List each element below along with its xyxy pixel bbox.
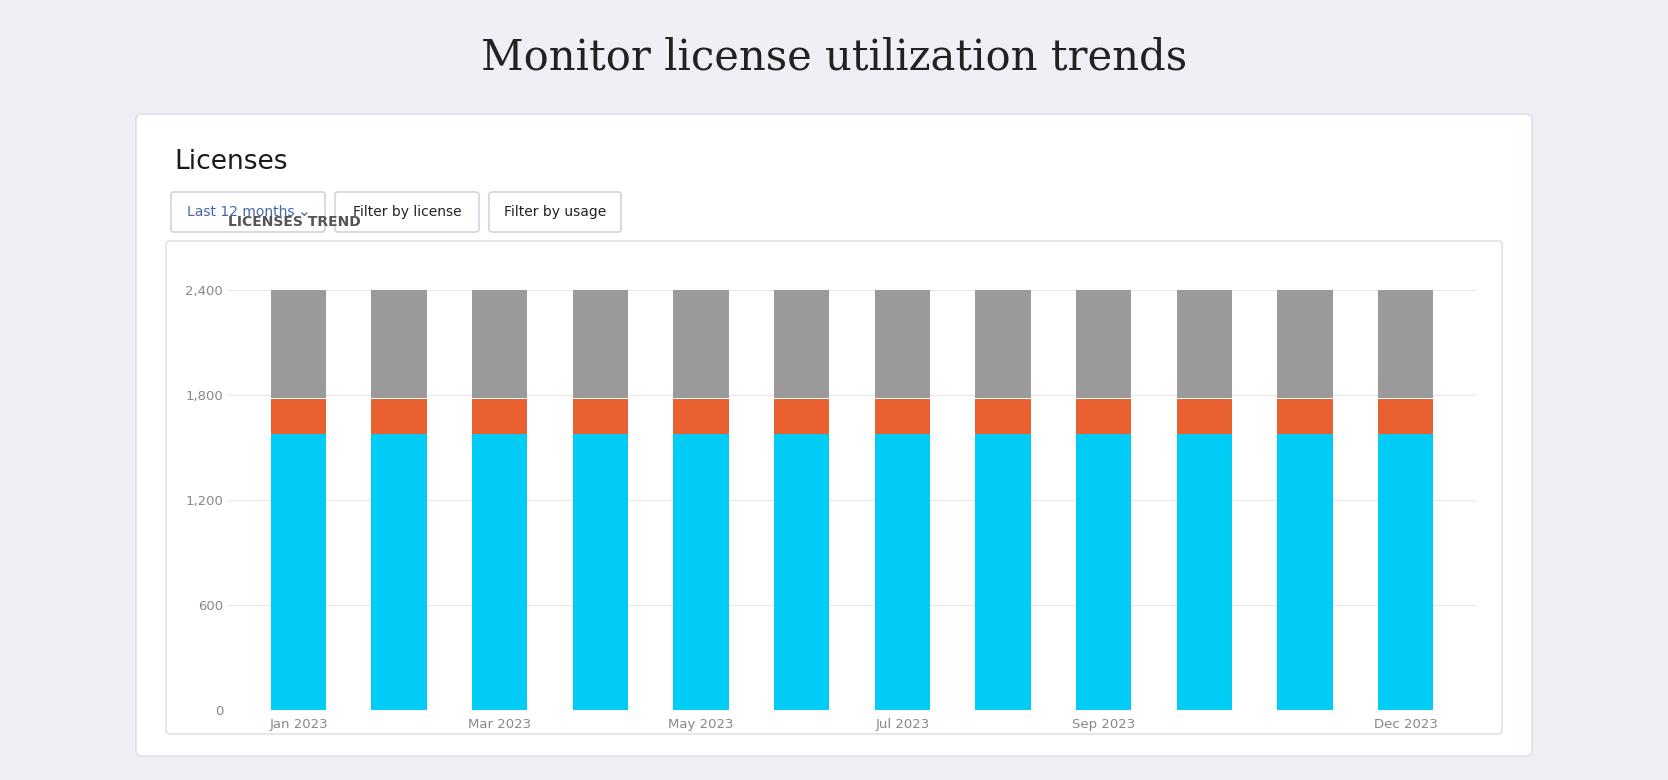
Bar [472,434,507,710]
Bar [1378,399,1413,434]
Bar [392,434,427,710]
Bar [372,399,407,434]
Bar [976,399,1011,434]
Bar [392,290,427,399]
Bar [694,290,729,399]
Text: Filter by usage: Filter by usage [504,205,605,219]
Bar [492,434,527,710]
Bar [392,399,427,434]
Bar [794,290,829,399]
Bar [674,290,709,399]
Bar [372,290,407,399]
Bar [270,434,305,710]
FancyBboxPatch shape [172,192,325,232]
Bar [1096,399,1131,434]
Bar [1096,434,1131,710]
FancyBboxPatch shape [489,192,620,232]
Bar [1278,290,1313,399]
Bar [794,399,829,434]
Bar [1298,434,1333,710]
Bar [372,434,407,710]
Bar [1398,290,1433,399]
Text: Last 12 months: Last 12 months [187,205,294,219]
Bar [894,399,931,434]
Bar [774,399,809,434]
Bar [492,399,527,434]
Bar [1076,399,1111,434]
Bar [996,399,1031,434]
Bar [1298,399,1333,434]
Bar [592,290,629,399]
Bar [1278,399,1313,434]
Bar [894,290,931,399]
Bar [1398,399,1433,434]
Bar [472,290,507,399]
Bar [472,399,507,434]
Bar [290,399,327,434]
Text: Monitor license utilization trends: Monitor license utilization trends [480,37,1188,79]
Bar [572,399,607,434]
Bar [874,290,909,399]
FancyBboxPatch shape [335,192,479,232]
Bar [1378,434,1413,710]
Bar [996,434,1031,710]
Text: ⌄: ⌄ [297,204,310,219]
Bar [1278,434,1313,710]
Bar [674,399,709,434]
Bar [694,399,729,434]
Bar [572,290,607,399]
Bar [1076,290,1111,399]
Bar [1378,290,1413,399]
Bar [894,434,931,710]
Bar [996,290,1031,399]
Bar [1196,399,1233,434]
Bar [1398,434,1433,710]
Text: Licenses: Licenses [173,149,287,175]
Bar [874,434,909,710]
Bar [874,399,909,434]
Bar [1196,290,1233,399]
FancyBboxPatch shape [137,114,1531,756]
Bar [976,290,1011,399]
Bar [1176,290,1213,399]
Bar [774,434,809,710]
Bar [694,434,729,710]
Bar [674,434,709,710]
Bar [774,290,809,399]
Bar [270,399,305,434]
Bar [592,434,629,710]
Bar [492,290,527,399]
Bar [290,434,327,710]
Bar [1176,434,1213,710]
Bar [1176,399,1213,434]
FancyBboxPatch shape [167,241,1501,734]
Text: LICENSES TREND: LICENSES TREND [229,215,360,229]
Bar [1096,290,1131,399]
Bar [592,399,629,434]
Text: Filter by license: Filter by license [352,205,462,219]
Bar [1196,434,1233,710]
Bar [794,434,829,710]
Bar [1298,290,1333,399]
Bar [290,290,327,399]
Bar [1076,434,1111,710]
Bar [976,434,1011,710]
Bar [572,434,607,710]
Bar [270,290,305,399]
